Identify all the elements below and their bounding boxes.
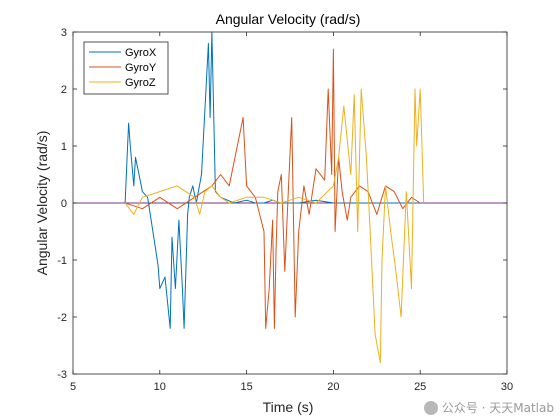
watermark-text: 公众号 · 天天Matlab — [441, 401, 554, 415]
series-line-gyroz — [124, 88, 425, 364]
y-tick-label: 3 — [61, 27, 67, 39]
axis-ticks: 5 10 15 20 25 30 -3 -2 -1 0 1 2 3 — [57, 27, 513, 393]
legend-label-gyroy: GyroY — [125, 62, 157, 74]
y-axis-label: Angular Velocity (rad/s) — [34, 131, 50, 276]
x-tick-label: 5 — [70, 381, 76, 393]
wechat-icon — [423, 400, 438, 415]
y-tick-label: -3 — [57, 369, 67, 381]
chart-title: Angular Velocity (rad/s) — [216, 11, 361, 27]
legend: GyroX GyroY GyroZ — [83, 41, 169, 95]
y-tick-label: 2 — [61, 84, 67, 96]
x-tick-label: 30 — [501, 381, 513, 393]
y-tick-label: -2 — [57, 312, 67, 324]
x-tick-label: 25 — [414, 381, 426, 393]
watermark: 公众号 · 天天Matlab — [423, 399, 554, 416]
y-tick-label: 1 — [61, 141, 67, 153]
plot-area — [72, 31, 508, 375]
y-tick-label: 0 — [61, 198, 67, 210]
x-tick-label: 15 — [240, 381, 252, 393]
x-axis-label: Time (s) — [263, 399, 314, 415]
legend-box — [83, 41, 169, 95]
x-tick-label: 10 — [154, 381, 166, 393]
legend-label-gyrox: GyroX — [125, 47, 157, 59]
legend-label-gyroz: GyroZ — [125, 77, 156, 89]
series-line-gyroy — [124, 48, 421, 329]
y-tick-label: -1 — [57, 255, 67, 267]
x-tick-label: 20 — [327, 381, 339, 393]
